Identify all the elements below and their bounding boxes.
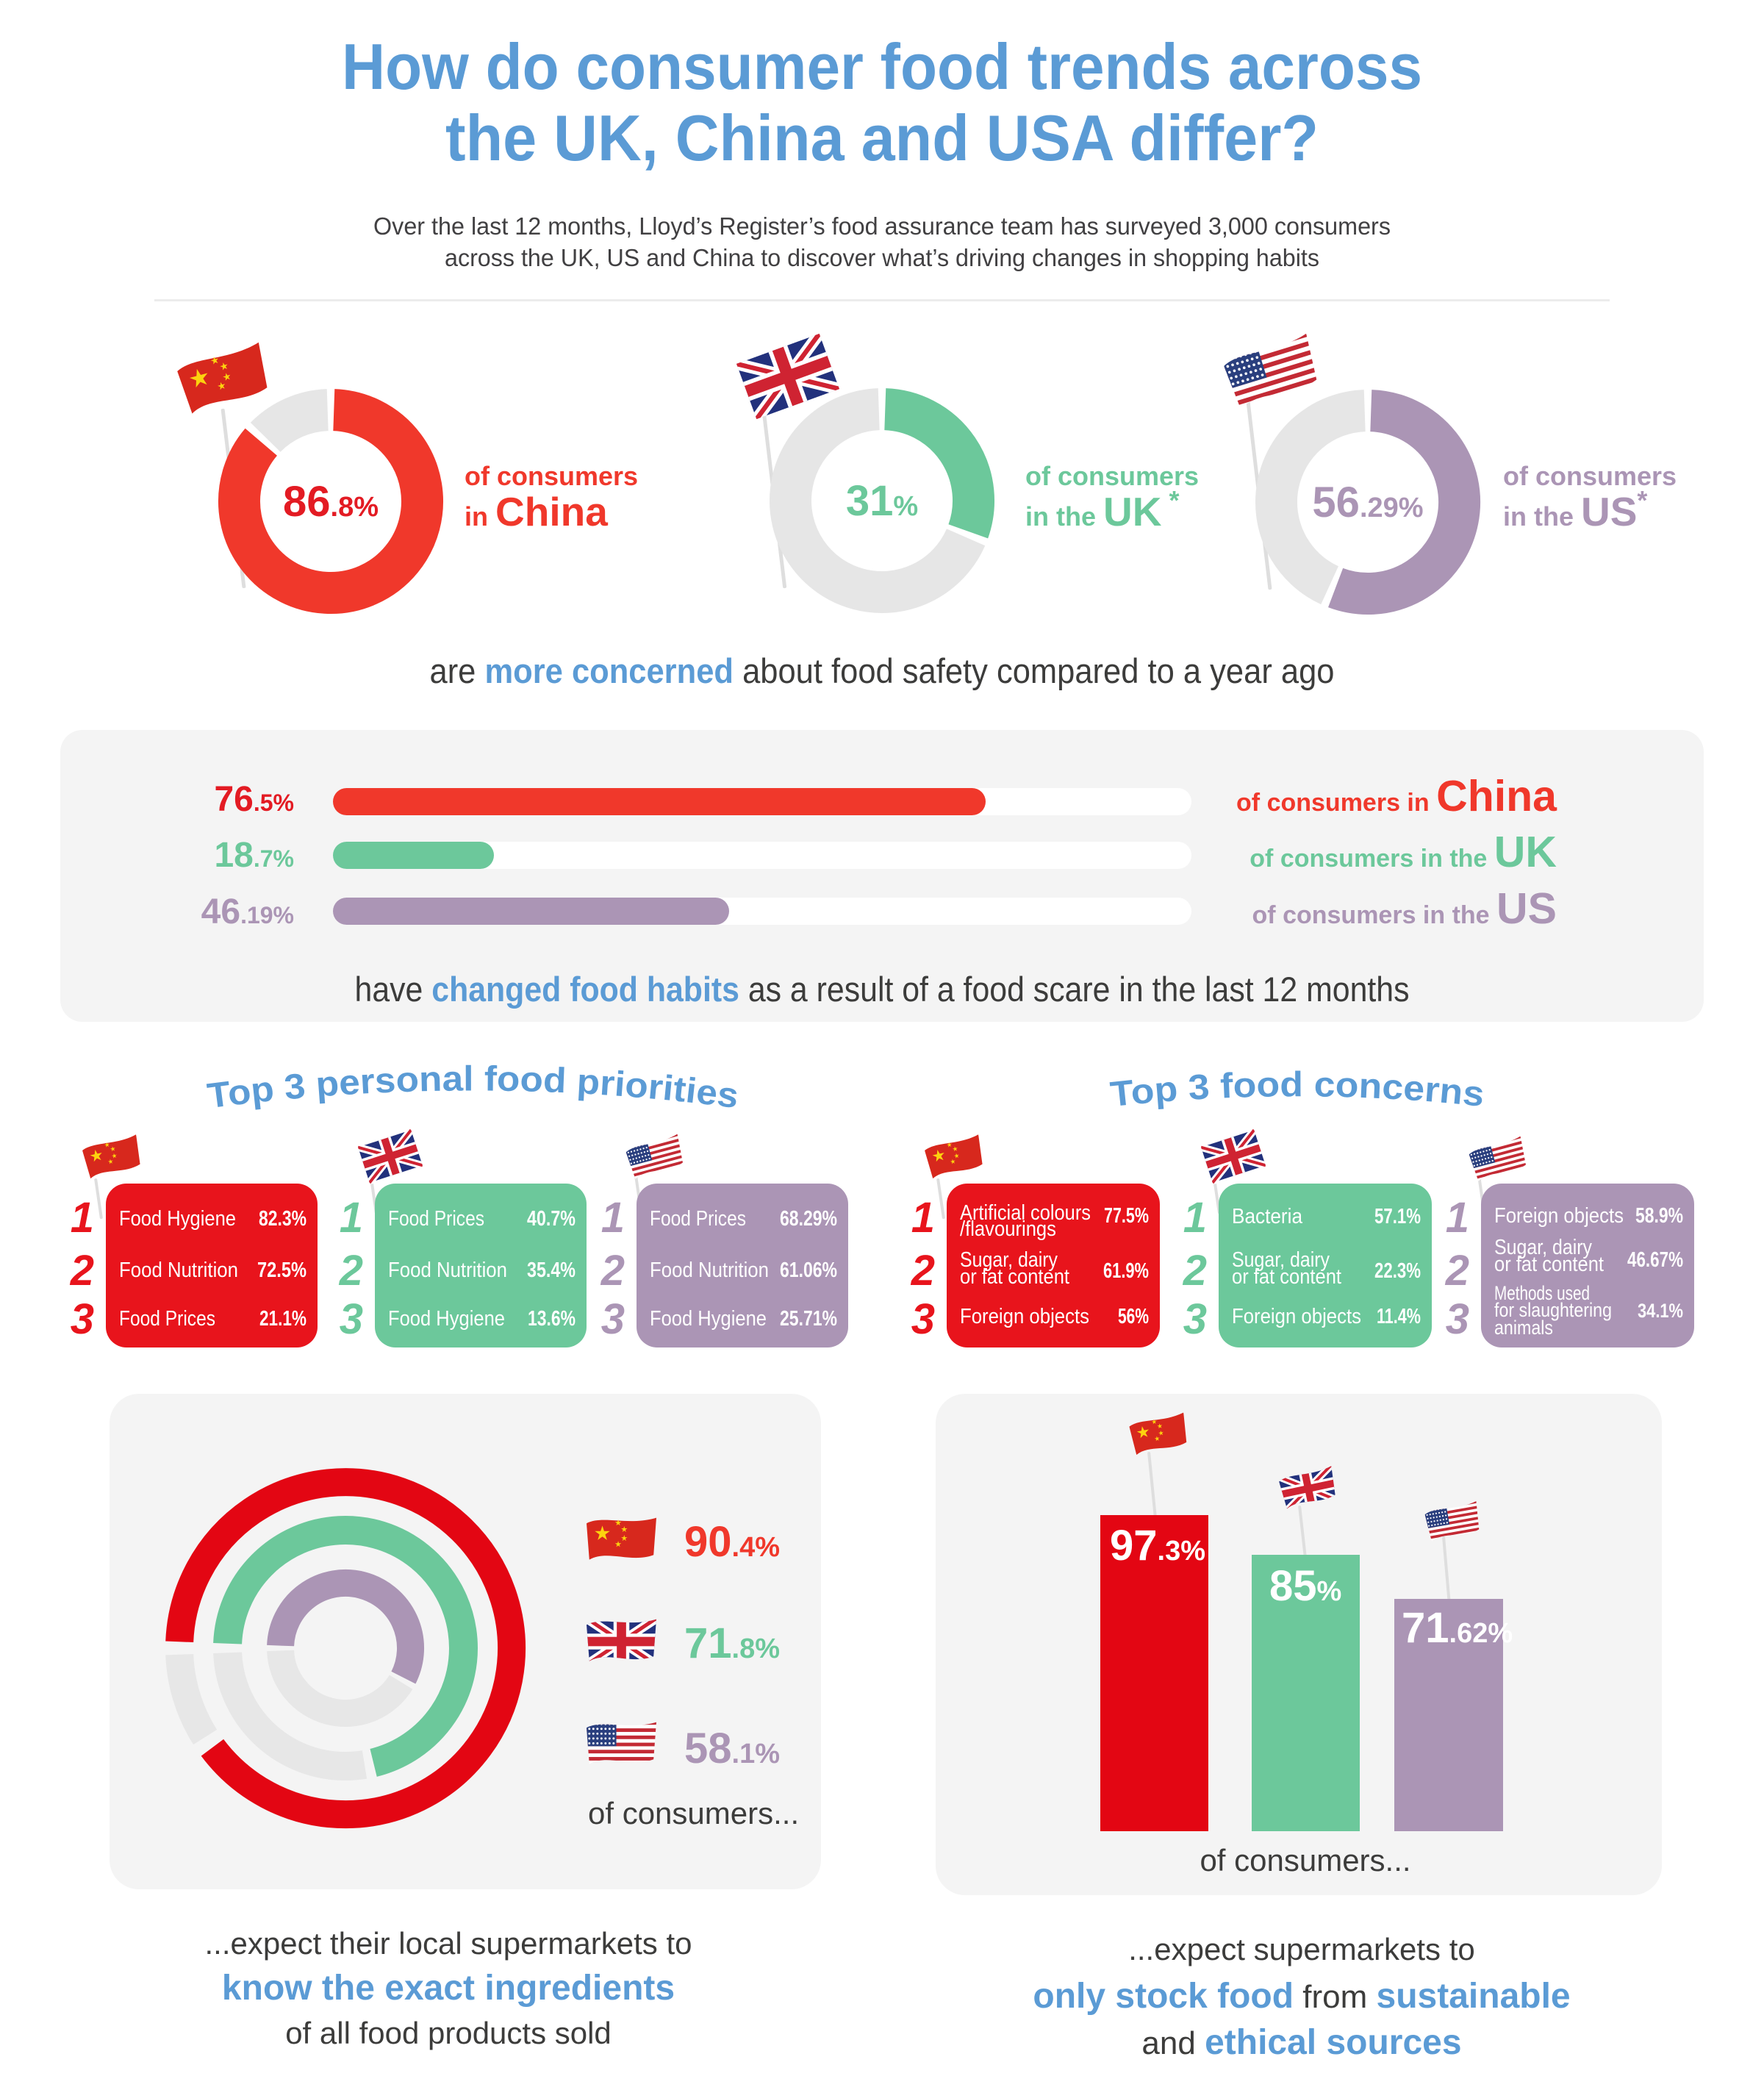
svg-text:Bacteria: Bacteria xyxy=(1232,1205,1303,1228)
svg-text:61.9%: 61.9% xyxy=(1103,1259,1149,1283)
svg-text:of all food products sold: of all food products sold xyxy=(285,2016,612,2050)
svg-text:1: 1 xyxy=(340,1194,363,1242)
svg-text:1: 1 xyxy=(601,1194,625,1242)
svg-text:Foreign objects: Foreign objects xyxy=(960,1305,1089,1328)
svg-text:of consumers...: of consumers... xyxy=(588,1796,799,1830)
svg-text:21.1%: 21.1% xyxy=(259,1307,306,1331)
svg-text:of consumers in the US: of consumers in the US xyxy=(1252,884,1557,933)
svg-text:/flavourings: /flavourings xyxy=(960,1217,1056,1241)
svg-text:of consumers in China: of consumers in China xyxy=(1236,772,1557,820)
svg-text:Foreign objects: Foreign objects xyxy=(1494,1204,1624,1228)
svg-text:58.9%: 58.9% xyxy=(1635,1204,1683,1228)
svg-text:in the UK *: in the UK * xyxy=(1025,485,1179,534)
svg-text:56.29%: 56.29% xyxy=(1312,479,1423,526)
svg-text:Foreign objects: Foreign objects xyxy=(1232,1305,1361,1328)
svg-text:Artificial colours: Artificial colours xyxy=(960,1201,1091,1225)
svg-text:Food Prices: Food Prices xyxy=(650,1207,746,1231)
svg-text:68.29%: 68.29% xyxy=(780,1207,837,1231)
svg-text:85%: 85% xyxy=(1269,1562,1341,1610)
svg-text:and ethical sources: and ethical sources xyxy=(1141,2023,1461,2062)
svg-text:for slaughtering: for slaughtering xyxy=(1494,1299,1612,1321)
svg-text:2: 2 xyxy=(600,1247,625,1295)
svg-text:1: 1 xyxy=(71,1194,94,1242)
svg-text:Food Hygiene: Food Hygiene xyxy=(119,1207,236,1231)
svg-text:Food Hygiene: Food Hygiene xyxy=(388,1307,505,1331)
svg-text:18.7%: 18.7% xyxy=(214,836,294,875)
svg-text:Methods used: Methods used xyxy=(1494,1282,1590,1304)
svg-text:Food Nutrition: Food Nutrition xyxy=(650,1259,769,1282)
svg-text:3: 3 xyxy=(911,1295,935,1343)
svg-text:...expect supermarkets to: ...expect supermarkets to xyxy=(1128,1932,1475,1966)
svg-text:86.8%: 86.8% xyxy=(283,478,379,526)
svg-text:2: 2 xyxy=(911,1247,935,1295)
svg-text:22.3%: 22.3% xyxy=(1374,1259,1421,1283)
svg-text:1: 1 xyxy=(911,1194,935,1242)
svg-text:82.3%: 82.3% xyxy=(259,1207,306,1231)
svg-text:2: 2 xyxy=(70,1247,94,1295)
svg-text:90.4%: 90.4% xyxy=(684,1518,780,1566)
svg-text:of consumers in the UK: of consumers in the UK xyxy=(1250,828,1557,876)
svg-text:the UK, China and USA differ?: the UK, China and USA differ? xyxy=(445,101,1319,174)
svg-text:Sugar, dairy: Sugar, dairy xyxy=(1232,1248,1330,1272)
svg-text:46.67%: 46.67% xyxy=(1627,1248,1683,1272)
svg-text:have changed food habits as a: have changed food habits as a result of … xyxy=(355,970,1410,1009)
svg-text:34.1%: 34.1% xyxy=(1638,1300,1683,1322)
svg-text:3: 3 xyxy=(1446,1295,1469,1343)
svg-text:71.8%: 71.8% xyxy=(684,1619,780,1667)
svg-text:13.6%: 13.6% xyxy=(528,1307,576,1331)
svg-text:3: 3 xyxy=(71,1295,94,1343)
svg-text:72.5%: 72.5% xyxy=(257,1259,306,1282)
svg-text:of consumers: of consumers xyxy=(1025,461,1199,491)
svg-text:40.7%: 40.7% xyxy=(527,1207,576,1231)
svg-text:46.19%: 46.19% xyxy=(201,892,294,931)
svg-text:Food Nutrition: Food Nutrition xyxy=(388,1259,507,1282)
svg-text:1: 1 xyxy=(1446,1194,1469,1242)
svg-text:56%: 56% xyxy=(1118,1305,1149,1328)
svg-text:3: 3 xyxy=(601,1295,625,1343)
svg-text:57.1%: 57.1% xyxy=(1374,1205,1421,1228)
svg-text:...expect their local supermar: ...expect their local supermarkets to xyxy=(205,1926,692,1961)
svg-text:of consumers: of consumers xyxy=(1503,461,1677,491)
svg-text:58.1%: 58.1% xyxy=(684,1725,780,1772)
svg-text:of consumers...: of consumers... xyxy=(1200,1843,1410,1878)
svg-text:Food Prices: Food Prices xyxy=(119,1307,215,1331)
svg-text:or fat content: or fat content xyxy=(1232,1265,1341,1289)
svg-text:35.4%: 35.4% xyxy=(527,1259,576,1282)
svg-text:Over the last 12 months, Lloyd: Over the last 12 months, Lloyd’s Registe… xyxy=(373,212,1391,240)
svg-text:25.71%: 25.71% xyxy=(780,1307,837,1331)
svg-text:How do consumer food trends ac: How do consumer food trends across xyxy=(342,30,1422,103)
svg-text:3: 3 xyxy=(1183,1295,1207,1343)
svg-text:77.5%: 77.5% xyxy=(1104,1204,1149,1228)
svg-text:2: 2 xyxy=(339,1247,363,1295)
svg-text:76.5%: 76.5% xyxy=(214,780,294,819)
svg-text:Sugar, dairy: Sugar, dairy xyxy=(960,1248,1058,1272)
svg-text:2: 2 xyxy=(1445,1247,1469,1295)
svg-text:97.3%: 97.3% xyxy=(1110,1522,1205,1569)
svg-text:are more concerned about food: are more concerned about food safety com… xyxy=(430,651,1335,690)
svg-text:in China: in China xyxy=(465,489,608,534)
svg-text:Food Nutrition: Food Nutrition xyxy=(119,1259,238,1282)
svg-text:or fat content: or fat content xyxy=(960,1265,1069,1289)
svg-text:know the exact ingredients: know the exact ingredients xyxy=(222,1969,675,2008)
svg-text:3: 3 xyxy=(340,1295,363,1343)
svg-text:Food Hygiene: Food Hygiene xyxy=(650,1307,767,1331)
svg-text:2: 2 xyxy=(1183,1247,1207,1295)
svg-text:across the UK, US and China to: across the UK, US and China to discover … xyxy=(445,244,1319,271)
svg-text:only stock food from sustainab: only stock food from sustainable xyxy=(1033,1977,1570,2016)
svg-text:in the US*: in the US* xyxy=(1503,485,1647,534)
svg-text:Food Prices: Food Prices xyxy=(388,1207,484,1231)
svg-text:61.06%: 61.06% xyxy=(780,1259,837,1282)
svg-text:1: 1 xyxy=(1183,1194,1207,1242)
svg-text:Sugar, dairy: Sugar, dairy xyxy=(1494,1236,1592,1259)
svg-text:or fat content: or fat content xyxy=(1494,1253,1604,1276)
svg-text:31%: 31% xyxy=(846,477,918,525)
svg-text:11.4%: 11.4% xyxy=(1377,1305,1421,1328)
svg-text:of consumers: of consumers xyxy=(465,461,638,491)
svg-text:animals: animals xyxy=(1494,1317,1553,1339)
svg-text:71.62%: 71.62% xyxy=(1402,1604,1513,1652)
